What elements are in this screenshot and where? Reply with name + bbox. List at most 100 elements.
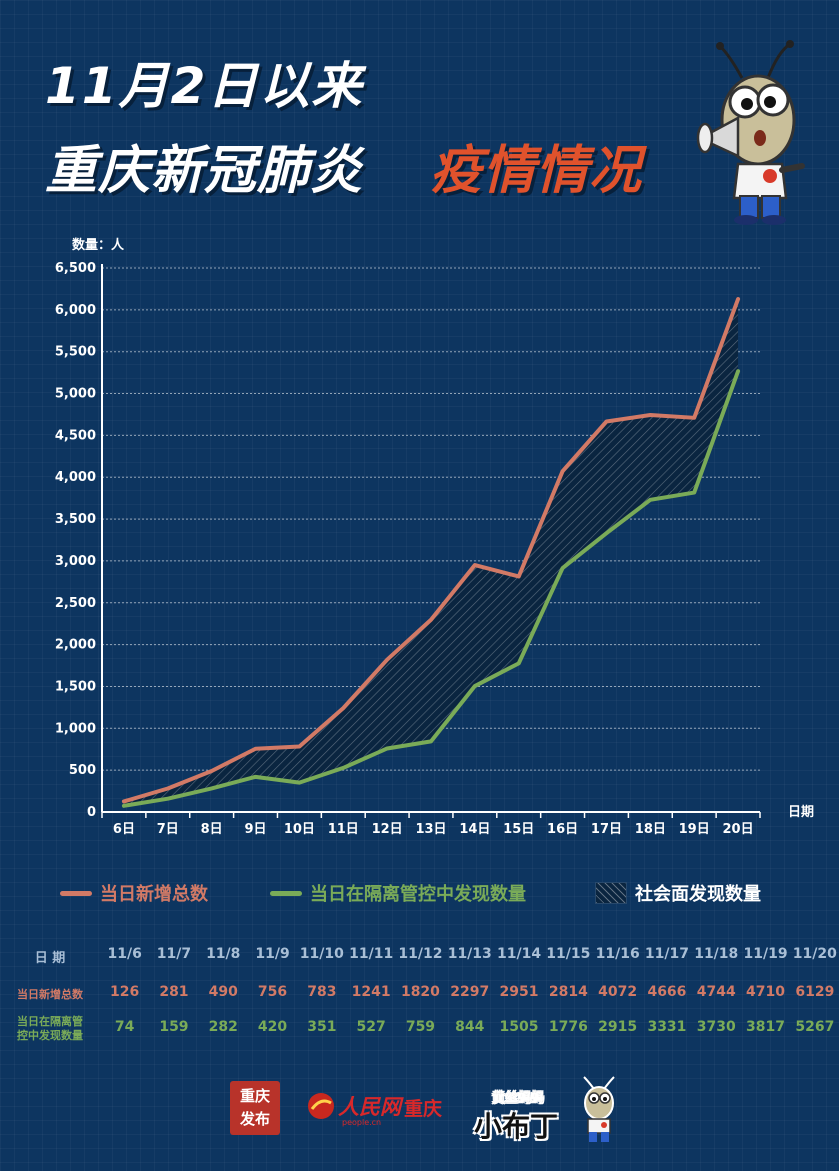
mascot-ant-small-icon [583, 1076, 615, 1142]
table-date-cell: 11/6 [107, 946, 142, 962]
chongqing-release-seal-icon: 重庆发布 [230, 1081, 280, 1135]
table-row-total: 当日新增总数 126 281 490 756 783 1241 1820 2297 2951 28… [8, 981, 834, 1005]
y-tick-label: 1,000 [55, 721, 96, 736]
table-date-cell: 11/15 [546, 946, 591, 962]
table-date-cell: 11/12 [398, 946, 443, 962]
legend-label-community: 社会面发现数量 [635, 884, 761, 905]
table-date-cell: 11/17 [644, 946, 689, 962]
logo3-small: 黄丝蚂蚂 [492, 1091, 545, 1106]
series-point-isolated [737, 370, 739, 372]
table-total-cell: 490 [208, 984, 238, 1000]
page-title-line1: 11月2日以来 [45, 57, 364, 115]
x-tick-label: 10日 [284, 822, 315, 837]
page-title-line2: 重庆新冠肺炎 [45, 141, 364, 201]
table-total-cell: 1241 [351, 984, 391, 1000]
series-point-total [649, 414, 651, 416]
table-total-cell: 4744 [696, 984, 736, 1000]
series-point-total [123, 800, 125, 802]
mascot-ant-megaphone-icon [696, 40, 805, 225]
legend-label-total: 当日新增总数 [100, 884, 208, 905]
y-tick-label: 2,500 [55, 596, 96, 611]
table-row-isolated-label-line2: 控中发现数量 [17, 1029, 83, 1042]
table-header-label: 日 期 [34, 951, 66, 966]
legend-label-isolated: 当日在隔离管控中发现数量 [310, 884, 526, 905]
table-total-cell: 281 [159, 984, 189, 1000]
legend-swatch-total [60, 890, 92, 896]
series-point-isolated [518, 662, 520, 664]
series-point-total [342, 707, 344, 709]
x-tick-label: 12日 [372, 822, 403, 837]
page-title-accent: 疫情情况 [430, 141, 643, 201]
table-total-cell: 4072 [598, 984, 638, 1000]
table-total-cell: 2951 [499, 984, 539, 1000]
table-date-cell: 11/8 [206, 946, 241, 962]
chart-legend: 当日新增总数 当日在隔离管控中发现数量 社会面发现数量 [60, 880, 820, 910]
table-total-cell: 126 [110, 984, 140, 1000]
series-point-isolated [255, 776, 257, 778]
table-total-cell: 2297 [450, 984, 490, 1000]
y-tick-label: 5,500 [55, 345, 96, 360]
table-isolated-cell: 1505 [499, 1019, 539, 1035]
table-row-isolated-label-line1: 当日在隔离管 [17, 1015, 83, 1028]
table-date-cell: 11/7 [156, 946, 192, 962]
series-point-isolated [649, 499, 651, 501]
table-total-cell: 783 [307, 984, 337, 1000]
table-date-cell: 11/16 [595, 946, 640, 962]
logo3-big: 小布丁 [474, 1110, 559, 1143]
series-point-isolated [474, 685, 476, 687]
table-isolated-cell: 3817 [746, 1019, 786, 1035]
x-tick-label: 13日 [415, 822, 446, 837]
table-header-row: 日 期 11/6 11/7 11/8 11/9 11/10 11/11 11/12 11/13… [8, 943, 837, 967]
table-isolated-cell: 5267 [795, 1019, 835, 1035]
x-tick-label: 17日 [591, 822, 622, 837]
y-tick-label: 6,000 [55, 303, 96, 318]
table-isolated-cell: 1776 [548, 1019, 588, 1035]
x-tick-label: 8日 [201, 822, 223, 837]
logo2-text: 人民网 [338, 1094, 401, 1119]
logo2-sub: people.cn [342, 1118, 382, 1127]
table-total-cell: 6129 [795, 984, 835, 1000]
table-row-isolated: 当日在隔离管 控中发现数量 74 159 282 420 351 527 759 844 150… [8, 1015, 834, 1049]
y-tick-label: 1,500 [55, 679, 96, 694]
x-tick-label: 20日 [723, 822, 754, 837]
series-point-total [518, 575, 520, 577]
y-tick-label: 500 [69, 763, 96, 778]
legend-swatch-isolated [270, 890, 302, 896]
y-tick-label: 3,000 [55, 554, 96, 569]
table-row-isolated-label: 当日在隔离管 控中发现数量 [8, 1015, 92, 1043]
x-tick-label: 6日 [113, 822, 135, 837]
y-tick-label: 6,500 [55, 261, 96, 276]
legend-item-community: 社会面发现数量 [595, 880, 761, 906]
table-isolated-cell: 844 [455, 1019, 485, 1035]
table-isolated-cell: 2915 [598, 1019, 638, 1035]
legend-item-isolated: 当日在隔离管控中发现数量 [270, 880, 526, 906]
legend-swatch-community [595, 882, 627, 904]
table-row-total-label: 当日新增总数 [17, 988, 83, 1001]
series-point-total [562, 470, 564, 472]
series-point-total [211, 770, 213, 772]
table-date-cell: 11/9 [255, 946, 290, 962]
table-date-cell: 11/11 [349, 946, 394, 962]
x-tick-label: 9日 [245, 822, 267, 837]
people-net-logo-icon [308, 1093, 334, 1119]
x-tick-label: 19日 [679, 822, 710, 837]
table-isolated-cell: 3730 [696, 1019, 736, 1035]
series-point-total [693, 417, 695, 419]
series-point-isolated [562, 567, 564, 569]
table-isolated-cell: 351 [307, 1019, 337, 1035]
table-date-cell: 11/19 [743, 946, 788, 962]
series-point-isolated [298, 782, 300, 784]
table-isolated-cell: 3331 [647, 1019, 687, 1035]
legend-item-total: 当日新增总数 [60, 880, 208, 906]
x-axis-label: 日期 [788, 805, 814, 820]
table-total-cell: 4710 [746, 984, 786, 1000]
y-tick-label: 5,000 [55, 387, 96, 402]
y-tick-label: 3,500 [55, 512, 96, 527]
table-date-cell: 11/14 [497, 946, 542, 962]
footer-logos: 重庆发布 人民网 people.cn 重庆 黄丝蚂蚂 小布丁 [0, 1075, 839, 1165]
series-point-total [737, 298, 739, 300]
series-point-isolated [605, 532, 607, 534]
series-point-isolated [430, 740, 432, 742]
series-point-total [386, 659, 388, 661]
table-isolated-cell: 74 [114, 1019, 135, 1035]
